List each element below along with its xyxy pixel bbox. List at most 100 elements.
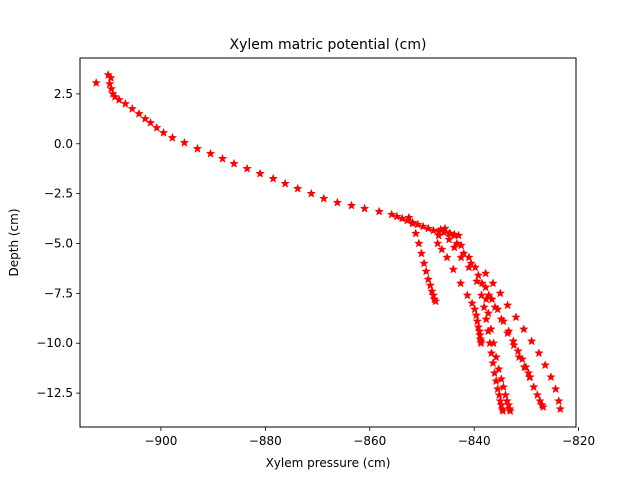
y-tick-label: −5.0	[44, 236, 73, 250]
data-point	[145, 117, 156, 127]
data-point	[472, 276, 482, 286]
data-point	[430, 296, 441, 306]
data-point	[392, 211, 402, 221]
data-point	[120, 98, 131, 108]
data-point	[514, 352, 524, 362]
data-point	[410, 228, 421, 238]
y-tick-label: −7.5	[44, 286, 73, 300]
data-point	[502, 300, 513, 310]
data-point	[469, 304, 480, 314]
data-point	[419, 258, 429, 268]
data-point	[167, 132, 178, 142]
y-tick-label: 0.0	[54, 137, 73, 151]
data-point	[502, 328, 513, 338]
data-point	[496, 374, 507, 384]
data-point	[416, 248, 427, 258]
data-point	[404, 212, 414, 222]
data-point	[397, 213, 407, 223]
data-point	[546, 372, 556, 382]
data-point	[104, 78, 115, 88]
data-point	[490, 302, 500, 312]
data-point	[433, 230, 444, 240]
data-point	[442, 252, 452, 262]
x-axis: −900 −880 −860 −840 −820	[144, 427, 595, 448]
data-point	[140, 113, 151, 123]
data-point	[414, 238, 424, 248]
data-point	[359, 203, 370, 213]
data-point	[306, 188, 317, 198]
x-tick-label: −880	[249, 434, 282, 448]
data-point	[492, 384, 503, 394]
data-point	[491, 352, 501, 362]
data-point	[532, 390, 543, 400]
data-point	[476, 338, 486, 348]
data-point	[386, 209, 397, 219]
data-point	[427, 286, 437, 296]
data-point	[421, 266, 431, 276]
data-point	[554, 396, 564, 406]
data-point	[471, 310, 482, 320]
data-point	[555, 404, 566, 414]
data-point	[498, 382, 509, 392]
data-point	[332, 197, 343, 207]
data-point	[462, 290, 473, 300]
y-tick-label: −10.0	[36, 336, 73, 350]
data-point	[158, 127, 169, 137]
data-point	[423, 223, 434, 233]
data-point	[280, 178, 290, 188]
data-point	[519, 324, 529, 334]
data-point	[467, 298, 477, 308]
data-point	[179, 137, 190, 147]
data-point	[500, 390, 511, 400]
data-point	[477, 278, 487, 288]
data-point	[428, 225, 439, 235]
data-point	[538, 402, 548, 412]
data-point	[534, 348, 544, 358]
data-point	[134, 108, 144, 118]
data-point	[346, 200, 357, 210]
data-point	[496, 314, 507, 324]
data-point	[448, 264, 459, 274]
data-point	[466, 258, 476, 268]
data-point	[550, 384, 561, 394]
data-point	[524, 372, 535, 382]
data-point	[192, 143, 203, 153]
y-tick-label: −12.5	[36, 386, 73, 400]
data-point	[495, 288, 506, 298]
y-axis: 2.5 0.0 −2.5 −5.0 −7.5 −10.0 −12.5	[36, 87, 80, 400]
data-point	[127, 103, 137, 113]
data-point	[511, 312, 521, 322]
data-point	[483, 308, 494, 318]
data-point	[505, 406, 515, 416]
data-point	[502, 396, 512, 406]
data-point	[519, 362, 530, 372]
data-point	[319, 193, 329, 203]
y-tick-label: −2.5	[44, 187, 73, 201]
data-point	[488, 338, 499, 348]
data-point	[480, 282, 491, 292]
data-point	[255, 168, 265, 178]
data-points	[91, 69, 566, 416]
data-point	[217, 153, 228, 163]
data-point	[458, 248, 469, 258]
data-point	[486, 324, 496, 334]
data-point	[488, 358, 498, 368]
data-point	[484, 290, 494, 300]
y-axis-label: Depth (cm)	[7, 208, 21, 276]
data-point	[205, 148, 216, 158]
data-point	[473, 270, 484, 280]
data-point	[472, 316, 483, 326]
data-point	[437, 244, 447, 254]
data-point	[374, 206, 384, 216]
data-point	[242, 163, 252, 173]
data-point	[432, 238, 443, 248]
data-point	[268, 173, 278, 183]
data-point	[509, 340, 519, 350]
data-point	[491, 376, 501, 386]
data-point	[445, 228, 455, 238]
data-point	[493, 364, 504, 374]
data-point	[540, 360, 550, 370]
data-point	[229, 158, 239, 168]
